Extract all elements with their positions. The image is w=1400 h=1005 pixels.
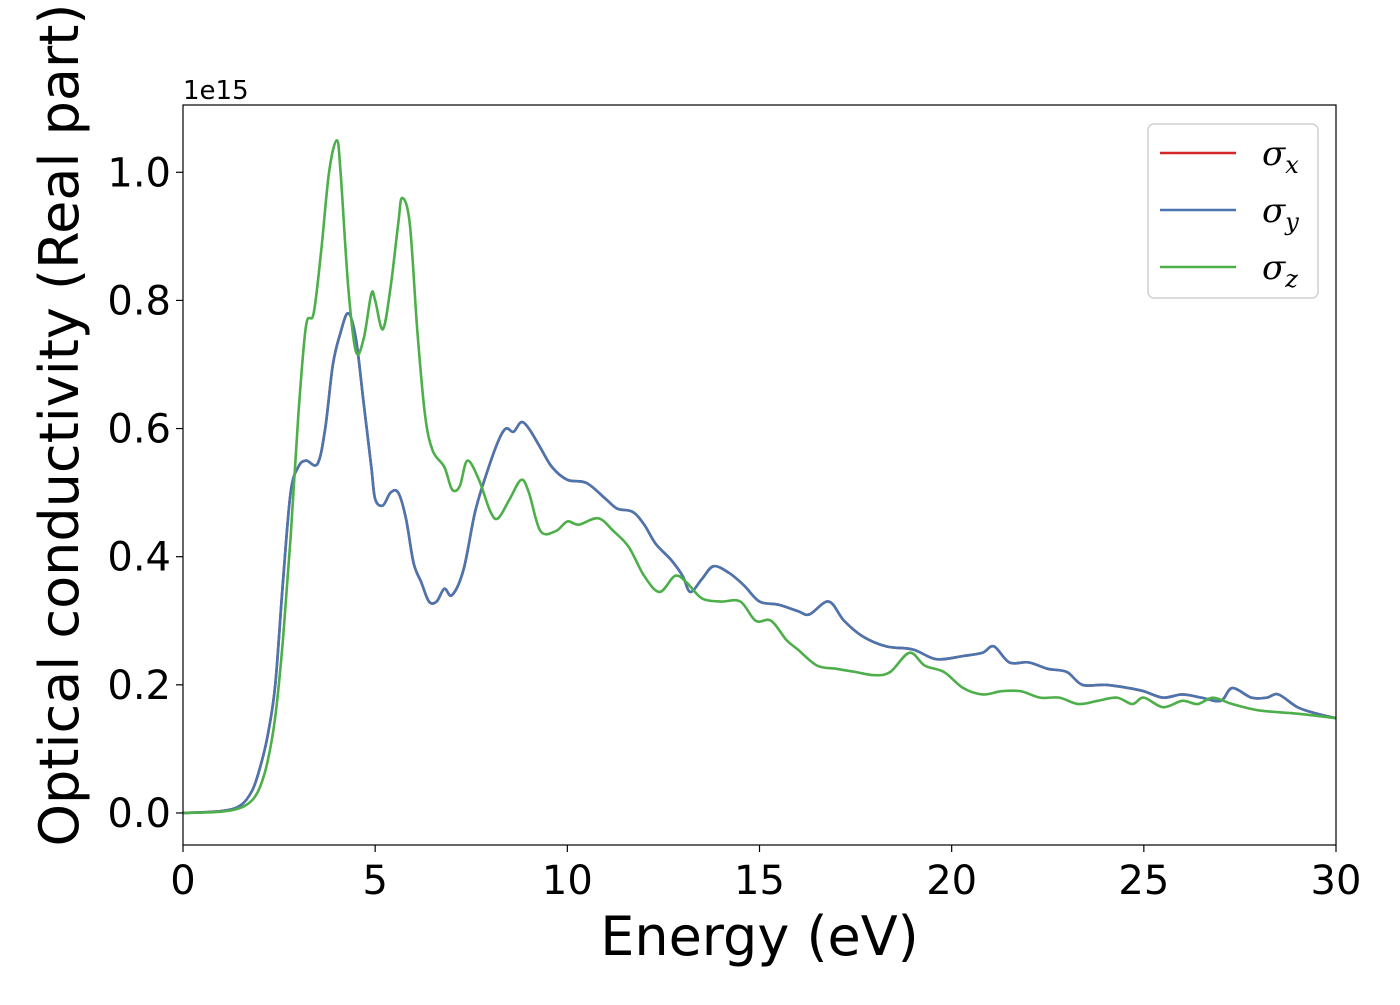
- y-axis-title: Optical conductivity (Real part): [28, 4, 91, 847]
- y-tick-label: 0.0: [107, 791, 171, 837]
- x-tick-label: 15: [734, 858, 785, 904]
- x-tick-label: 30: [1311, 858, 1362, 904]
- x-tick-label: 10: [542, 858, 593, 904]
- y-axis: 0.0 0.2 0.4 0.6 0.8 1.0: [107, 150, 183, 837]
- y-tick-label: 0.2: [107, 663, 171, 709]
- x-tick-label: 20: [926, 858, 977, 904]
- y-tick-label: 0.6: [107, 407, 171, 453]
- y-tick-label: 1.0: [107, 150, 171, 196]
- x-tick-label: 5: [362, 858, 387, 904]
- y-tick-label: 0.8: [107, 278, 171, 324]
- series-line-x: [183, 311, 1336, 815]
- legend-subscript: x: [1285, 151, 1299, 179]
- series-line-z: [183, 138, 1336, 815]
- x-tick-label: 0: [170, 858, 195, 904]
- series-group: [183, 138, 1336, 815]
- x-axis: 0 5 10 15 20 25 30: [170, 845, 1361, 904]
- y-tick-label: 0.4: [107, 535, 171, 581]
- series-line-y: [183, 311, 1336, 815]
- legend-subscript: z: [1284, 265, 1298, 293]
- x-axis-title: Energy (eV): [600, 905, 919, 968]
- x-tick-label: 25: [1118, 858, 1169, 904]
- legend-subscript: y: [1284, 208, 1299, 236]
- y-offset-label: 1e15: [183, 76, 249, 106]
